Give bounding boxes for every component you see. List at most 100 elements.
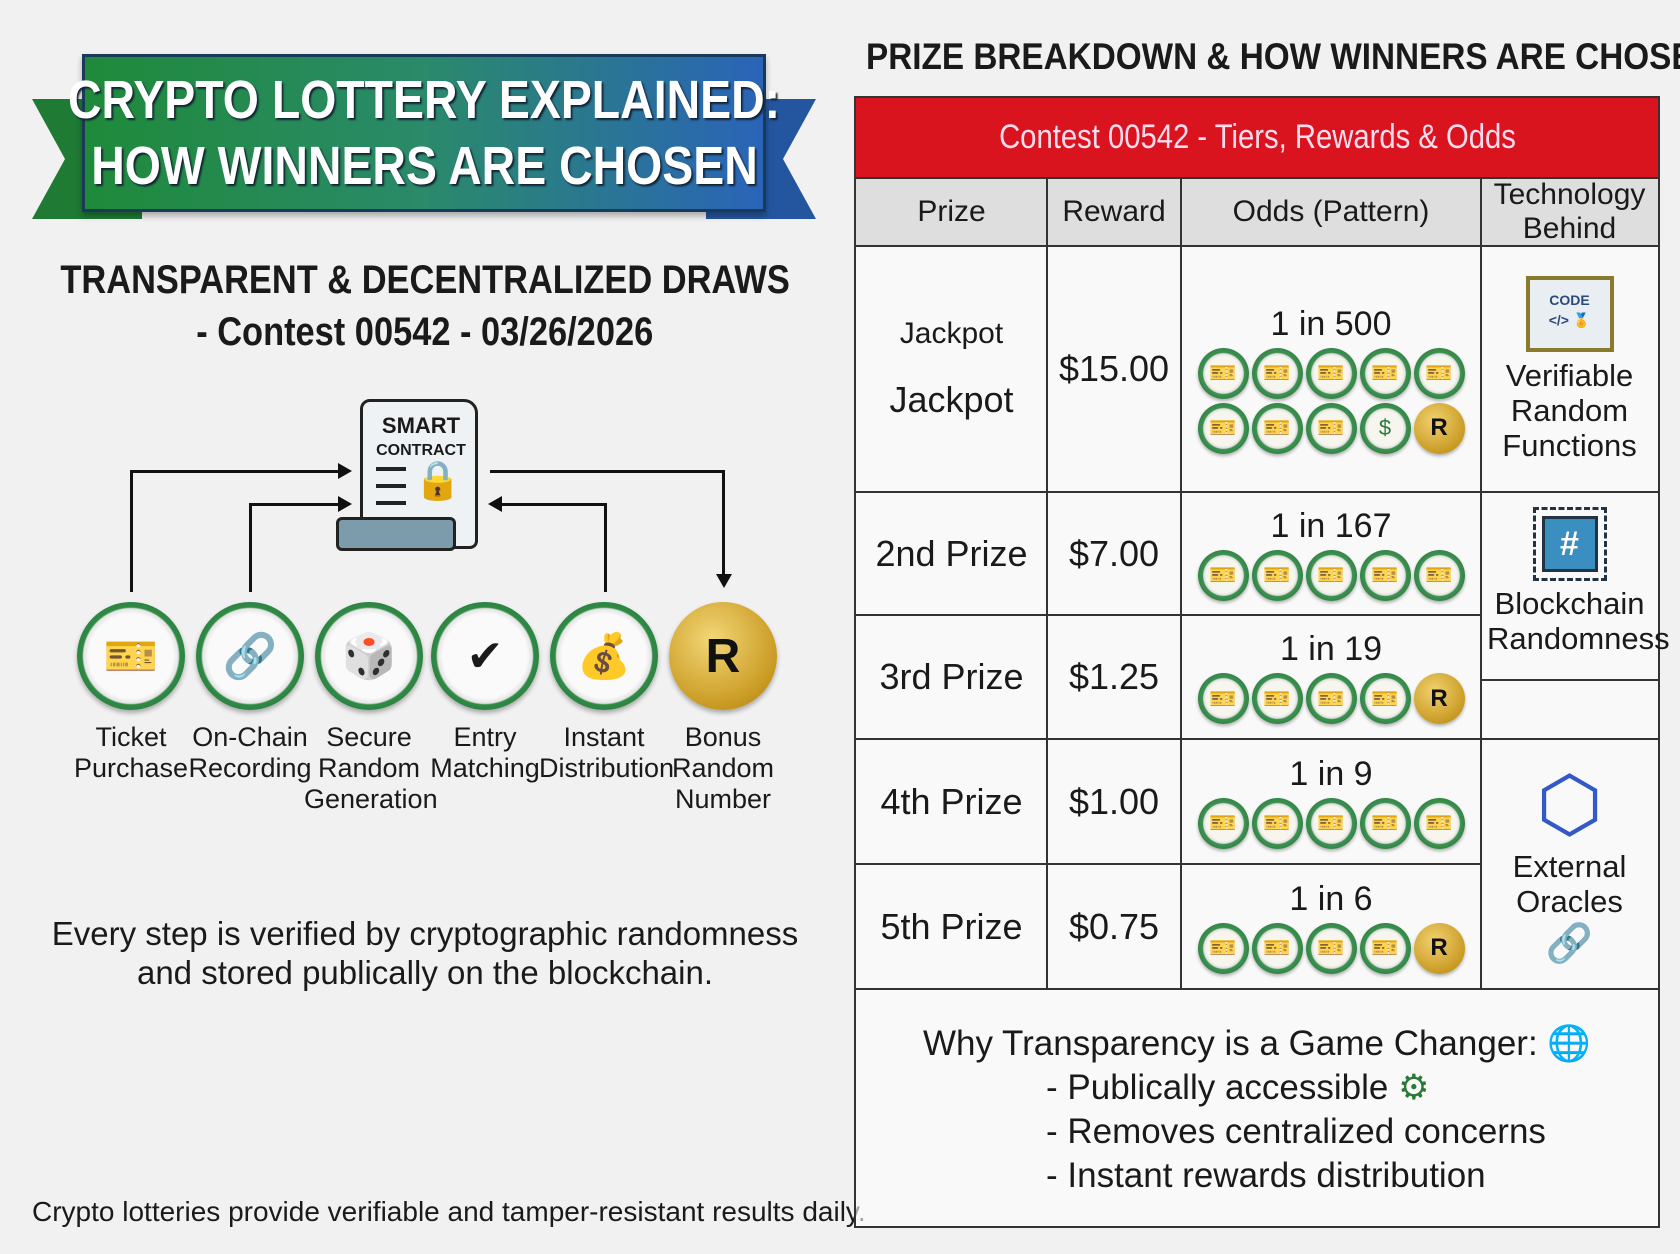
ticket-coin-icon: 🎫 bbox=[1305, 797, 1357, 849]
arrow-icon bbox=[338, 463, 360, 479]
ticket-coin-icon: 🎫 bbox=[1305, 402, 1357, 454]
ticket-coin-icon: 🎫 bbox=[1197, 673, 1249, 724]
ticket-coin-icon: 🎫 bbox=[1197, 797, 1249, 849]
step-checkmark-ticket-icon: ✔ bbox=[431, 602, 539, 710]
ticket-coin-icon: 🎫 bbox=[1251, 673, 1303, 724]
step-label: Secure Random Generation bbox=[304, 722, 438, 814]
ticket-coin-icon: 🎫 bbox=[1197, 549, 1249, 601]
footer-line1: Every step is verified by cryptographic … bbox=[51, 915, 799, 952]
odds-text: 1 in 9 bbox=[1289, 754, 1373, 793]
prize-name: 5th Prize bbox=[880, 905, 1023, 947]
step-bonus-r-coin-icon: R bbox=[669, 602, 777, 710]
table-title-bar: Contest 00542 - Tiers, Rewards & Odds bbox=[856, 98, 1658, 177]
tech-blockchain-randomness: # Blockchain Randomness bbox=[1481, 493, 1670, 679]
ticket-coin-icon: 🎫 bbox=[1359, 673, 1411, 724]
column-header-odds: Odds (Pattern) bbox=[1181, 177, 1481, 246]
odds-cell: 1 in 167 🎫 🎫 🎫 🎫 🎫 bbox=[1181, 493, 1481, 614]
odds-cell: 1 in 9 🎫 🎫 🎫 🎫 🎫 bbox=[1181, 740, 1481, 863]
ticket-coin-icon: 🎫 bbox=[1251, 347, 1303, 399]
ticket-coin-icon: 🎫 bbox=[1251, 922, 1303, 974]
ticket-coin-icon: 🎫 bbox=[1413, 347, 1465, 399]
ticket-coin-icon: 🎫 bbox=[1305, 549, 1357, 601]
reward-cell: $1.00 bbox=[1068, 780, 1160, 822]
hexagon-oracle-icon: ⬡ bbox=[1536, 761, 1603, 847]
column-header-technology: Technology Behind bbox=[1481, 177, 1658, 246]
prize-name: Jackpot bbox=[889, 379, 1014, 420]
step-label: On-Chain Recording bbox=[188, 722, 312, 783]
ticket-coin-icon: 🎫 bbox=[1251, 797, 1303, 849]
why-title: Why Transparency is a Game Changer: bbox=[922, 1023, 1538, 1063]
footer-line2: and stored publically on the blockchain. bbox=[136, 954, 714, 991]
smart-contract-scroll: SMART CONTRACT 🔒 bbox=[336, 399, 498, 559]
why-transparency-box: Why Transparency is a Game Changer: 🌐 - … bbox=[856, 989, 1658, 1230]
step-dice-lock-icon: 🎲 bbox=[315, 602, 423, 710]
lock-icon: 🔒 bbox=[414, 460, 462, 502]
bonus-coin-icon: R bbox=[1413, 402, 1465, 454]
odds-cell: 1 in 19 🎫 🎫 🎫 🎫 R bbox=[1181, 616, 1481, 738]
step-label: Ticket Purchase bbox=[73, 722, 189, 783]
money-bag-coin-icon: $ bbox=[1359, 402, 1411, 454]
ticket-coin-icon: 🎫 bbox=[1197, 922, 1249, 974]
subtitle-line1: TRANSPARENT & DECENTRALIZED DRAWS bbox=[60, 258, 790, 302]
prize-cell: 4th Prize bbox=[856, 740, 1047, 863]
hash-chip-icon: # bbox=[1532, 507, 1607, 581]
why-item: - Removes centralized concerns bbox=[1046, 1111, 1546, 1151]
tech-verifiable-random-functions: CODE </> 🏅 Verifiable Random Functions bbox=[1481, 247, 1658, 491]
ticket-coin-icon: 🎫 bbox=[1413, 797, 1465, 849]
ticket-coin-icon: 🎫 bbox=[1305, 347, 1357, 399]
ticket-coin-icon: 🎫 bbox=[1359, 549, 1411, 601]
tech-external-oracles: ⬡ External Oracles 🔗 bbox=[1512, 761, 1627, 965]
why-item: - Instant rewards distribution bbox=[1046, 1155, 1486, 1195]
ticket-coin-icon: 🎫 bbox=[1251, 402, 1303, 454]
step-chain-link-icon: 🔗 bbox=[196, 602, 304, 710]
table-title: Contest 00542 - Tiers, Rewards & Odds bbox=[998, 118, 1516, 156]
coin-pattern: 🎫 🎫 🎫 🎫 R bbox=[1197, 922, 1465, 974]
prize-subtitle: Jackpot bbox=[899, 317, 1004, 350]
ticket-coin-icon: 🎫 bbox=[1251, 549, 1303, 601]
ticket-coin-icon: 🎫 bbox=[1305, 673, 1357, 724]
bottom-caption: Crypto lotteries provide verifiable and … bbox=[32, 1196, 866, 1227]
odds-text: 1 in 167 bbox=[1270, 506, 1392, 545]
prize-name: 4th Prize bbox=[880, 780, 1023, 822]
coin-pattern: 🎫 🎫 🎫 $ R bbox=[1197, 402, 1465, 454]
coin-pattern: 🎫 🎫 🎫 🎫 🎫 bbox=[1197, 347, 1465, 399]
odds-text: 1 in 6 bbox=[1289, 879, 1373, 918]
network-globe-icon: 🌐 bbox=[1547, 1023, 1592, 1063]
prize-name: 3rd Prize bbox=[879, 656, 1024, 697]
smart-contract-label: SMART CONTRACT bbox=[376, 413, 466, 460]
why-item: - Publically accessible ⚙ bbox=[1046, 1067, 1430, 1107]
reward-cell: $0.75 bbox=[1068, 905, 1160, 947]
bonus-coin-icon: R bbox=[1413, 922, 1465, 974]
banner-body: CRYPTO LOTTERY EXPLAINED: HOW WINNERS AR… bbox=[68, 54, 780, 212]
column-header-reward: Reward bbox=[1047, 177, 1181, 246]
arrow-icon bbox=[480, 496, 502, 512]
reward-cell: $7.00 bbox=[1068, 532, 1160, 574]
ticket-coin-icon: 🎫 bbox=[1197, 402, 1249, 454]
odds-cell: 1 in 6 🎫 🎫 🎫 🎫 R bbox=[1181, 865, 1481, 988]
step-money-bag-hand-icon: 💰 bbox=[550, 602, 658, 710]
arrow-icon bbox=[338, 496, 360, 512]
odds-cell: 1 in 500 🎫 🎫 🎫 🎫 🎫 🎫 🎫 🎫 $ R bbox=[1181, 247, 1481, 491]
step-label: Bonus Random Number bbox=[671, 722, 775, 814]
bonus-coin-icon: R bbox=[1413, 673, 1465, 724]
title-banner: CRYPTO LOTTERY EXPLAINED: HOW WINNERS AR… bbox=[32, 54, 816, 234]
coin-pattern: 🎫 🎫 🎫 🎫 🎫 bbox=[1197, 797, 1465, 849]
step-label: Entry Matching bbox=[430, 722, 540, 783]
column-header-prize: Prize bbox=[856, 177, 1047, 246]
arrow-icon bbox=[716, 574, 732, 596]
network-people-icon: ⚙ bbox=[1398, 1067, 1430, 1107]
prize-name: 2nd Prize bbox=[875, 532, 1028, 574]
right-section-title: PRIZE BREAKDOWN & HOW WINNERS ARE CHOSEN bbox=[866, 36, 1680, 77]
odds-text: 1 in 500 bbox=[1270, 304, 1392, 343]
subtitle-line2: - Contest 00542 - 03/26/2026 bbox=[196, 310, 654, 354]
ticket-coin-icon: 🎫 bbox=[1359, 797, 1411, 849]
coin-pattern: 🎫 🎫 🎫 🎫 R bbox=[1197, 673, 1465, 724]
prize-cell: Jackpot Jackpot bbox=[856, 247, 1047, 491]
odds-text: 1 in 19 bbox=[1279, 630, 1383, 668]
code-certificate-icon: CODE </> 🏅 bbox=[1525, 275, 1614, 352]
prize-table: Contest 00542 - Tiers, Rewards & Odds Pr… bbox=[854, 96, 1670, 1230]
coin-pattern: 🎫 🎫 🎫 🎫 🎫 bbox=[1197, 549, 1465, 601]
prize-cell: 2nd Prize bbox=[856, 493, 1047, 614]
banner-title-line2: HOW WINNERS ARE CHOSEN bbox=[90, 136, 758, 196]
ticket-coin-icon: 🎫 bbox=[1413, 549, 1465, 601]
